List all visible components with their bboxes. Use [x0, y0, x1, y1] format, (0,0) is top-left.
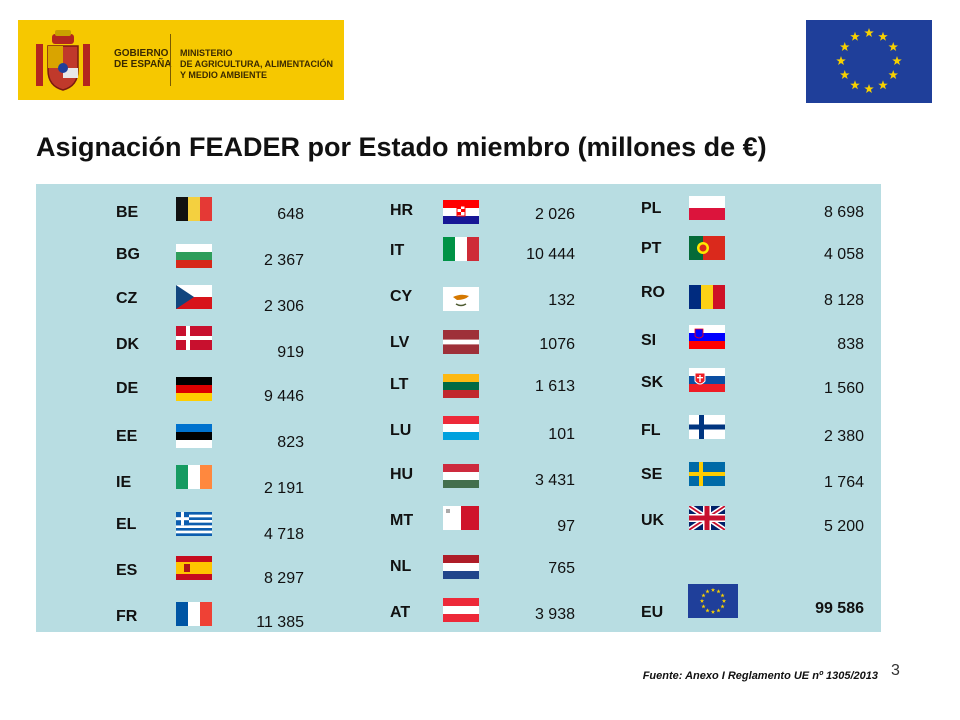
flag-si-icon [689, 325, 725, 349]
flag-lv-icon [443, 330, 479, 354]
country-code: BG [116, 246, 140, 263]
country-code: CZ [116, 290, 138, 307]
flag-nl-icon [443, 555, 479, 579]
allocation-value: 1 613 [534, 378, 575, 395]
flag-es-icon [176, 556, 212, 580]
country-code: NL [390, 558, 412, 575]
allocation-value: 4 058 [823, 246, 864, 263]
country-code: RO [641, 284, 665, 301]
allocation-value: 3 431 [534, 472, 575, 489]
country-code: LU [390, 422, 412, 439]
flag-el-icon [176, 512, 212, 536]
country-code: UK [641, 512, 665, 529]
page-title: Asignación FEADER por Estado miembro (mi… [36, 132, 767, 162]
allocation-value: 101 [548, 426, 575, 443]
allocation-value: 2 191 [263, 480, 304, 497]
country-code: BE [116, 204, 139, 221]
flag-ee-icon [176, 424, 212, 448]
allocation-value: 1 560 [823, 380, 864, 397]
flag-uk-icon [689, 506, 725, 530]
allocation-value: 765 [548, 560, 575, 577]
allocation-value: 8 128 [823, 292, 864, 309]
flag-lt-icon [443, 374, 479, 398]
flag-lu-icon [443, 416, 479, 440]
country-code: HU [390, 466, 414, 483]
flag-cy-icon [443, 287, 479, 311]
flag-pt-icon [689, 236, 725, 260]
allocation-value: 4 718 [263, 526, 304, 543]
allocation-value: 823 [277, 434, 304, 451]
flag-cz-icon [176, 285, 212, 309]
ministry-text: MINISTERIO DE AGRICULTURA, ALIMENTACIÓN … [180, 48, 333, 80]
flag-ie-icon [176, 465, 212, 489]
country-code: HR [390, 202, 414, 219]
country-code: FL [641, 422, 661, 439]
country-code: PL [641, 200, 662, 217]
allocation-value: 2 306 [263, 298, 304, 315]
allocation-value: 9 446 [263, 388, 304, 405]
allocation-value: 2 380 [823, 428, 864, 445]
allocation-value: 3 938 [534, 606, 575, 623]
allocation-value: 97 [557, 518, 575, 535]
allocation-value: 132 [548, 292, 575, 309]
allocation-value: 11 385 [256, 614, 304, 631]
flag-mt-icon [443, 506, 479, 530]
country-code: ES [116, 562, 138, 579]
country-code: SE [641, 466, 663, 483]
flag-ro-icon [689, 285, 725, 309]
allocation-value: 5 200 [823, 518, 864, 535]
flag-at-icon [443, 598, 479, 622]
eu-total-code: EU [641, 604, 664, 621]
spanish-government-logo: GOBIERNO DE ESPAÑA MINISTERIO DE AGRICUL… [18, 20, 344, 100]
flag-eu-icon [688, 584, 738, 618]
government-text: GOBIERNO DE ESPAÑA [114, 48, 172, 70]
allocation-value: 2 026 [534, 206, 575, 223]
country-code: IT [390, 242, 405, 259]
flag-fr-icon [176, 602, 212, 626]
coat-of-arms-icon [36, 30, 90, 91]
country-code: MT [390, 512, 414, 529]
country-code: PT [641, 240, 662, 257]
country-code: EL [116, 516, 137, 533]
country-code: DK [116, 336, 140, 353]
flag-se-icon [689, 462, 725, 486]
page-number: 3 [891, 662, 900, 679]
flag-de-icon [176, 377, 212, 401]
source-note: Fuente: Anexo I Reglamento UE nº 1305/20… [642, 670, 878, 682]
eu-total-value: 99 586 [815, 600, 864, 617]
allocation-table: BE 648 BG 2 367 CZ 2 306 DK 919 DE 9 446 EE 823 IE 2 … [36, 184, 881, 632]
eu-flag-logo [806, 20, 932, 103]
flag-fl-icon [689, 415, 725, 439]
flag-dk-icon [176, 326, 212, 350]
country-code: IE [116, 474, 132, 491]
country-code: SK [641, 374, 664, 391]
flag-hr-icon [443, 200, 479, 224]
allocation-value: 1076 [539, 336, 575, 353]
allocation-value: 838 [837, 336, 864, 353]
country-code: SI [641, 332, 657, 349]
country-code: CY [390, 288, 413, 305]
flag-pl-icon [689, 196, 725, 220]
eu-stars-icon [836, 28, 902, 94]
flag-bg-icon [176, 244, 212, 268]
allocation-value: 8 698 [823, 204, 864, 221]
flag-hu-icon [443, 464, 479, 488]
flag-sk-icon [689, 368, 725, 392]
allocation-value: 919 [277, 344, 304, 361]
country-code: LT [390, 376, 409, 393]
allocation-value: 1 764 [823, 474, 864, 491]
allocation-value: 8 297 [263, 570, 304, 587]
country-code: LV [390, 334, 410, 351]
flag-it-icon [443, 237, 479, 261]
country-code: FR [116, 608, 138, 625]
country-code: DE [116, 380, 139, 397]
country-code: EE [116, 428, 138, 445]
allocation-value: 2 367 [263, 252, 304, 269]
allocation-value: 10 444 [526, 246, 575, 263]
allocation-value: 648 [277, 206, 304, 223]
country-code: AT [390, 604, 411, 621]
flag-be-icon [176, 197, 212, 221]
